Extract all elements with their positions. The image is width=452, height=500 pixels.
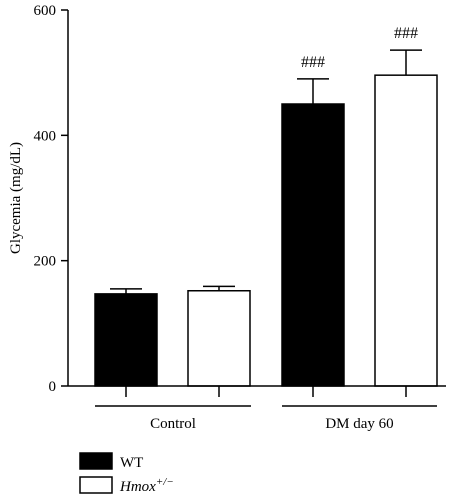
legend-swatch-hmox [79, 476, 113, 494]
legend-label-wt: WT [120, 455, 143, 471]
bar-hmox-1 [374, 74, 438, 387]
y-axis: 0 200 400 600 [34, 3, 69, 395]
significance-label-1: ### [394, 25, 418, 42]
y-tick-label-0: 0 [49, 379, 57, 395]
category-label-0: Control [150, 416, 196, 432]
bars: ### ### [94, 25, 438, 387]
y-tick-label-200: 200 [34, 254, 57, 270]
legend-label-hmox: Hmox+/− [119, 476, 174, 495]
legend-swatch-wt [79, 452, 113, 470]
y-tick-label-600: 600 [34, 3, 57, 19]
significance-label-0: ### [301, 54, 325, 71]
bar-wt-0 [94, 293, 158, 387]
y-tick-label-400: 400 [34, 128, 57, 144]
category-label-1: DM day 60 [325, 416, 393, 432]
bar-hmox-0 [187, 289, 251, 387]
x-axis: Control DM day 60 [68, 385, 446, 432]
y-axis-title: Glycemia (mg/dL) [8, 142, 24, 254]
legend: WT Hmox+/− [79, 452, 174, 495]
bar-wt-1 [281, 103, 345, 387]
